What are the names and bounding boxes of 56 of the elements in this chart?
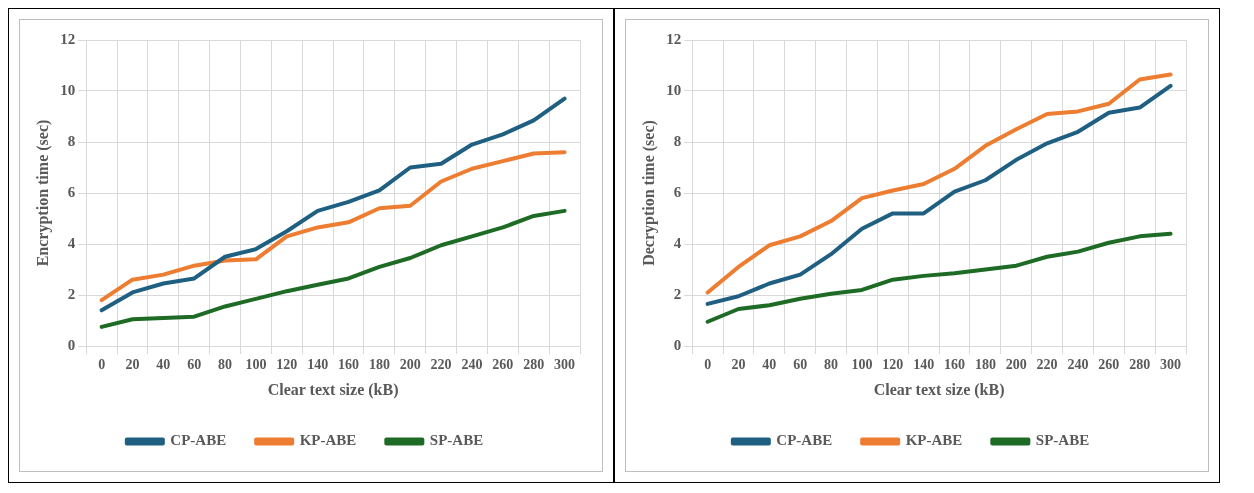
legend-label: CP-ABE <box>170 432 227 449</box>
x-tick-label: 200 <box>399 357 421 373</box>
x-tick-label: 300 <box>554 357 576 373</box>
y-tick-label: 12 <box>666 30 682 47</box>
x-tick-label: 240 <box>1067 357 1089 373</box>
x-tick-label: 140 <box>913 357 935 373</box>
x-tick-label: 100 <box>245 357 267 373</box>
y-tick-label: 8 <box>673 132 682 149</box>
x-tick-label: 260 <box>1098 357 1120 373</box>
x-tick-label: 120 <box>276 357 298 373</box>
x-tick-label: 220 <box>1036 357 1058 373</box>
x-tick-label: 60 <box>187 357 202 373</box>
x-tick-label: 200 <box>1005 357 1027 373</box>
x-tick-label: 220 <box>430 357 452 373</box>
x-tick-label: 160 <box>944 357 966 373</box>
x-tick-label: 80 <box>824 357 839 373</box>
x-tick-label: 40 <box>762 357 777 373</box>
x-axis-title: Clear text size (kB) <box>873 380 1005 399</box>
y-tick-label: 0 <box>67 336 76 353</box>
y-tick-label: 6 <box>673 183 682 200</box>
x-tick-label: 180 <box>974 357 996 373</box>
y-tick-label: 10 <box>666 81 682 98</box>
x-tick-label: 260 <box>492 357 514 373</box>
y-tick-label: 2 <box>673 285 682 302</box>
x-tick-label: 0 <box>98 357 106 373</box>
x-tick-label: 80 <box>218 357 233 373</box>
y-tick-label: 6 <box>67 183 76 200</box>
x-tick-label: 20 <box>125 357 140 373</box>
x-tick-label: 0 <box>704 357 712 373</box>
x-tick-label: 120 <box>882 357 904 373</box>
y-axis-title: Decryption time (sec) <box>639 120 658 266</box>
x-tick-label: 20 <box>731 357 746 373</box>
y-tick-label: 4 <box>67 234 76 251</box>
y-tick-label: 10 <box>60 81 76 98</box>
x-axis-title: Clear text size (kB) <box>267 380 399 399</box>
legend-label: SP-ABE <box>429 432 484 449</box>
legend-label: KP-ABE <box>905 432 963 449</box>
x-tick-label: 280 <box>1129 357 1151 373</box>
x-tick-label: 40 <box>156 357 171 373</box>
x-tick-label: 100 <box>851 357 873 373</box>
x-tick-label: 60 <box>793 357 808 373</box>
legend-label: KP-ABE <box>299 432 357 449</box>
legend-label: CP-ABE <box>776 432 833 449</box>
y-tick-label: 8 <box>67 132 76 149</box>
x-tick-label: 180 <box>368 357 390 373</box>
x-tick-label: 280 <box>523 357 545 373</box>
x-tick-label: 140 <box>307 357 329 373</box>
y-tick-label: 12 <box>60 30 76 47</box>
legend-label: SP-ABE <box>1035 432 1090 449</box>
y-tick-label: 2 <box>67 285 76 302</box>
y-tick-label: 0 <box>673 336 682 353</box>
x-tick-label: 240 <box>461 357 483 373</box>
x-tick-label: 300 <box>1160 357 1182 373</box>
y-tick-label: 4 <box>673 234 682 251</box>
x-tick-label: 160 <box>338 357 360 373</box>
y-axis-title: Encryption time (sec) <box>33 119 52 267</box>
